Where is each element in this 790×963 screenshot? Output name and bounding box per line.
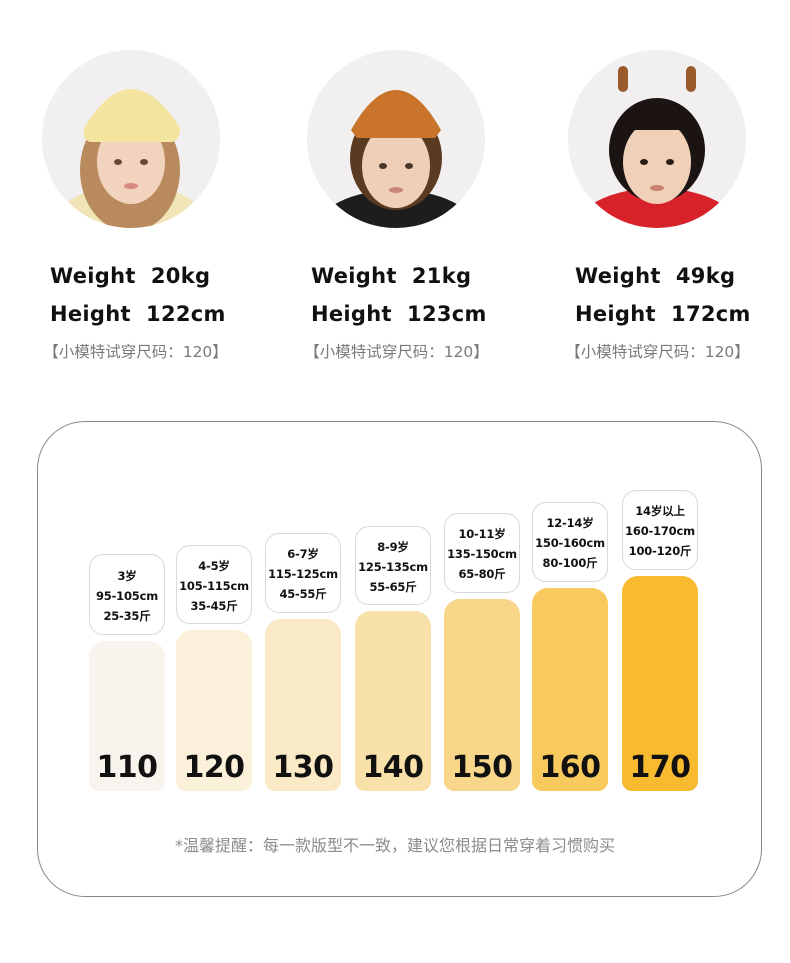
model-trial-size: 【小模特试穿尺码：120】	[304, 343, 489, 361]
size-weight-range: 80-100斤	[542, 556, 598, 570]
size-age: 12-14岁	[546, 516, 594, 530]
model-trial-size: 【小模特试穿尺码：120】	[565, 343, 750, 361]
size-bar	[622, 576, 698, 791]
model-height: Height 123cm	[311, 302, 487, 326]
size-weight-range: 55-65斤	[369, 579, 417, 594]
size-column-110: 3岁 95-105cm 25-35斤 110	[89, 0, 165, 963]
size-height-range: 160-170cm	[625, 524, 695, 538]
size-number: 170	[629, 750, 691, 785]
model-card-1: Weight 20kg Height 122cm 【小模特试穿尺码：120】	[0, 0, 263, 380]
size-height-range: 105-115cm	[179, 578, 249, 593]
size-column-120: 4-5岁 105-115cm 35-45斤 120	[176, 0, 252, 963]
size-weight-range: 35-45斤	[190, 598, 238, 613]
size-bar	[265, 619, 341, 791]
size-bar	[532, 588, 608, 791]
size-label-box: 10-11岁 135-150cm 65-80斤	[444, 513, 520, 593]
size-bar	[89, 641, 165, 791]
size-weight-range: 100-120斤	[628, 544, 692, 558]
model-card-3: Weight 49kg Height 172cm 【小模特试穿尺码：120】	[526, 0, 789, 380]
size-number: 120	[183, 750, 245, 785]
size-weight-range: 45-55斤	[279, 587, 327, 601]
size-height-range: 125-135cm	[358, 559, 428, 574]
size-number: 160	[539, 750, 601, 785]
size-column-130: 6-7岁 115-125cm 45-55斤 130	[265, 0, 341, 963]
size-column-150: 10-11岁 135-150cm 65-80斤 150	[444, 0, 520, 963]
size-age: 6-7岁	[287, 547, 319, 561]
size-height-range: 95-105cm	[96, 588, 158, 603]
size-height-range: 115-125cm	[268, 567, 338, 581]
size-column-170: 14岁以上 160-170cm 100-120斤 170	[622, 0, 698, 963]
model-weight: Weight 21kg	[311, 264, 472, 288]
model-card-2: Weight 21kg Height 123cm 【小模特试穿尺码：120】	[263, 0, 526, 380]
sizing-tip: *温馨提醒：每一款版型不一致，建议您根据日常穿着习惯购买	[174, 836, 615, 855]
model-trial-size: 【小模特试穿尺码：120】	[43, 343, 228, 361]
size-age: 3岁	[117, 568, 137, 583]
size-weight-range: 65-80斤	[458, 567, 506, 581]
size-label-box: 6-7岁 115-125cm 45-55斤	[265, 533, 341, 613]
model-height: Height 172cm	[575, 302, 751, 326]
size-height-range: 135-150cm	[447, 547, 517, 561]
size-number: 140	[362, 750, 424, 785]
size-age: 8-9岁	[377, 539, 409, 554]
size-age: 14岁以上	[635, 504, 685, 518]
size-number: 110	[96, 750, 158, 785]
size-label-box: 8-9岁 125-135cm 55-65斤	[355, 526, 431, 605]
model-weight: Weight 49kg	[575, 264, 736, 288]
size-bar	[176, 630, 252, 791]
size-number: 130	[272, 750, 334, 785]
size-label-box: 12-14岁 150-160cm 80-100斤	[532, 502, 608, 582]
size-label-box: 4-5岁 105-115cm 35-45斤	[176, 545, 252, 624]
model-height: Height 122cm	[50, 302, 226, 326]
model-weight: Weight 20kg	[50, 264, 211, 288]
size-number: 150	[451, 750, 513, 785]
size-bar	[355, 611, 431, 791]
size-column-160: 12-14岁 150-160cm 80-100斤 160	[532, 0, 608, 963]
size-age: 4-5岁	[198, 558, 230, 573]
size-weight-range: 25-35斤	[103, 608, 151, 623]
size-label-box: 3岁 95-105cm 25-35斤	[89, 554, 165, 635]
model-photo-1	[42, 50, 220, 228]
size-age: 10-11岁	[458, 527, 506, 541]
size-column-140: 8-9岁 125-135cm 55-65斤 140	[355, 0, 431, 963]
size-height-range: 150-160cm	[535, 536, 605, 550]
size-label-box: 14岁以上 160-170cm 100-120斤	[622, 490, 698, 570]
model-photo-2	[307, 50, 485, 228]
size-bar	[444, 599, 520, 791]
